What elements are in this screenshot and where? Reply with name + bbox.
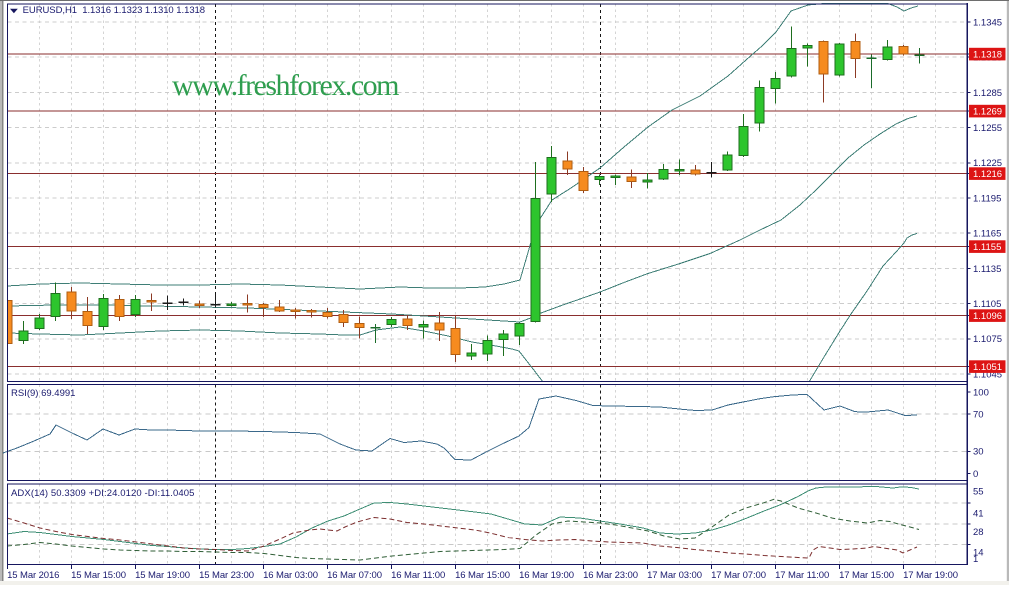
svg-text:100: 100 <box>973 387 989 398</box>
svg-text:1.1216: 1.1216 <box>973 169 1002 180</box>
svg-text:17 Mar 19:00: 17 Mar 19:00 <box>903 570 958 581</box>
svg-text:15 Mar 2016: 15 Mar 2016 <box>7 570 59 581</box>
svg-text:1: 1 <box>973 554 978 565</box>
svg-text:55: 55 <box>973 486 984 497</box>
svg-text:1.1269: 1.1269 <box>973 107 1002 118</box>
svg-text:1.1195: 1.1195 <box>973 193 1001 204</box>
svg-text:16 Mar 07:00: 16 Mar 07:00 <box>327 570 382 581</box>
svg-text:1.1225: 1.1225 <box>973 158 1002 169</box>
svg-text:1.1155: 1.1155 <box>973 242 1001 253</box>
svg-text:16 Mar 11:00: 16 Mar 11:00 <box>391 570 445 581</box>
svg-text:1.1051: 1.1051 <box>973 362 1002 373</box>
svg-text:1.1255: 1.1255 <box>973 123 1002 134</box>
svg-text:1.1285: 1.1285 <box>973 88 1002 99</box>
svg-text:15 Mar 19:00: 15 Mar 19:00 <box>135 570 190 581</box>
svg-text:15 Mar 15:00: 15 Mar 15:00 <box>71 570 126 581</box>
svg-text:70: 70 <box>973 409 984 420</box>
svg-text:1.1165: 1.1165 <box>973 229 1001 240</box>
svg-text:16 Mar 23:00: 16 Mar 23:00 <box>583 570 638 581</box>
svg-text:0: 0 <box>973 469 978 480</box>
svg-text:17 Mar 07:00: 17 Mar 07:00 <box>711 570 766 581</box>
svg-text:17 Mar 03:00: 17 Mar 03:00 <box>647 570 702 581</box>
svg-text:1.1318: 1.1318 <box>973 50 1002 61</box>
svg-text:28: 28 <box>973 527 984 538</box>
svg-text:16 Mar 03:00: 16 Mar 03:00 <box>263 570 318 581</box>
svg-text:41: 41 <box>973 508 984 519</box>
svg-text:1.1096: 1.1096 <box>973 311 1002 322</box>
svg-text:1.1105: 1.1105 <box>973 299 1001 310</box>
svg-text:17 Mar 15:00: 17 Mar 15:00 <box>839 570 894 581</box>
svg-text:1.1135: 1.1135 <box>973 264 1001 275</box>
svg-text:16 Mar 15:00: 16 Mar 15:00 <box>455 570 510 581</box>
svg-text:14: 14 <box>973 547 984 558</box>
svg-text:EURUSD,H1 1.1316 1.1323 1.131: EURUSD,H1 1.1316 1.1323 1.1310 1.1318 <box>23 5 205 16</box>
svg-text:17 Mar 11:00: 17 Mar 11:00 <box>775 570 829 581</box>
svg-text:16 Mar 19:00: 16 Mar 19:00 <box>519 570 574 581</box>
svg-text:www.freshforex.com: www.freshforex.com <box>172 69 399 102</box>
svg-text:30: 30 <box>973 447 984 458</box>
svg-text:RSI(9) 69.4991: RSI(9) 69.4991 <box>11 388 75 399</box>
svg-text:1.1345: 1.1345 <box>973 17 1002 28</box>
svg-text:1.1075: 1.1075 <box>973 334 1002 345</box>
svg-text:1.1045: 1.1045 <box>973 369 1002 380</box>
svg-text:15 Mar 23:00: 15 Mar 23:00 <box>199 570 254 581</box>
svg-text:ADX(14) 50.3309 +DI:24.0120 -D: ADX(14) 50.3309 +DI:24.0120 -DI:11.0405 <box>11 488 195 499</box>
